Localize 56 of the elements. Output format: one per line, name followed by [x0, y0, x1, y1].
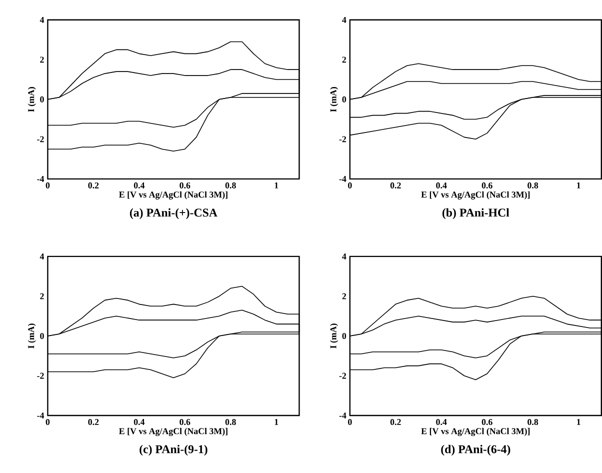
- y-tick-label: -2: [339, 372, 346, 379]
- x-tick-label: 0.2: [88, 418, 99, 425]
- y-tick-label: 4: [342, 253, 346, 260]
- x-tick-label: 0.4: [134, 182, 145, 188]
- x-axis-title: E [V vs Ag/AgCl (NaCl 3M)]: [421, 191, 530, 200]
- x-axis-title: E [V vs Ag/AgCl (NaCl 3M)]: [421, 428, 530, 436]
- x-tick-label: 0: [348, 182, 352, 188]
- y-tick-label: -4: [37, 412, 44, 418]
- y-tick-label: -2: [37, 372, 44, 379]
- text: (d) PAni-(6-4): [441, 444, 510, 456]
- x-tick-label: 1: [577, 182, 580, 188]
- x-axis-title: E [V vs Ag/AgCl (NaCl 3M)]: [119, 428, 228, 436]
- y-axis-title: I (mA): [330, 86, 338, 112]
- x-tick-label: 0: [46, 418, 50, 425]
- y-tick-label: 4: [40, 253, 44, 260]
- x-tick-label: 0.4: [436, 418, 447, 425]
- x-tick-label: 0.8: [225, 182, 236, 188]
- x-tick-label: 0.6: [180, 182, 190, 188]
- y-tick-label: -4: [339, 176, 346, 182]
- x-tick-label: 0.6: [482, 418, 492, 425]
- y-tick-label: 0: [342, 96, 346, 102]
- y-axis-title: I (mA): [28, 86, 36, 112]
- y-tick-label: 0: [40, 96, 44, 102]
- text: (c) PAni-(9-1): [140, 444, 208, 456]
- y-tick-label: -2: [37, 136, 44, 142]
- x-tick-label: 0.2: [390, 182, 401, 188]
- x-tick-label: 0.4: [436, 182, 447, 188]
- y-tick-label: 0: [342, 332, 346, 339]
- x-tick-label: 0.6: [180, 418, 190, 425]
- x-tick-label: 0.2: [390, 418, 401, 425]
- x-tick-label: 0: [46, 182, 50, 188]
- y-tick-label: -2: [339, 136, 346, 142]
- y-tick-label: 2: [40, 56, 44, 63]
- y-tick-label: 0: [40, 332, 44, 339]
- y-tick-label: 2: [40, 293, 44, 300]
- x-tick-label: 0.8: [225, 418, 236, 425]
- x-tick-label: 0.6: [482, 182, 492, 188]
- y-tick-label: 4: [342, 16, 346, 23]
- x-tick-label: 0.8: [528, 182, 538, 188]
- y-axis-title: I (mA): [28, 324, 36, 348]
- y-tick-label: 2: [342, 293, 346, 300]
- y-tick-label: 4: [40, 16, 44, 23]
- x-tick-label: 0: [348, 418, 352, 425]
- x-axis-title: E [V vs Ag/AgCl (NaCl 3M)]: [119, 191, 228, 200]
- x-tick-label: 1: [274, 418, 278, 425]
- x-tick-label: 0.8: [528, 418, 538, 425]
- text: (a) PAni-(+)-CSA: [130, 208, 218, 219]
- x-tick-label: 0.2: [88, 182, 99, 188]
- y-tick-label: 2: [342, 56, 346, 63]
- x-tick-label: 1: [577, 418, 580, 425]
- x-tick-label: 1: [274, 182, 278, 188]
- x-tick-label: 0.4: [134, 418, 145, 425]
- y-tick-label: -4: [37, 176, 44, 182]
- y-tick-label: -4: [339, 412, 346, 418]
- y-axis-title: I (mA): [330, 324, 338, 348]
- text: (b) PAni-HCl: [442, 208, 510, 219]
